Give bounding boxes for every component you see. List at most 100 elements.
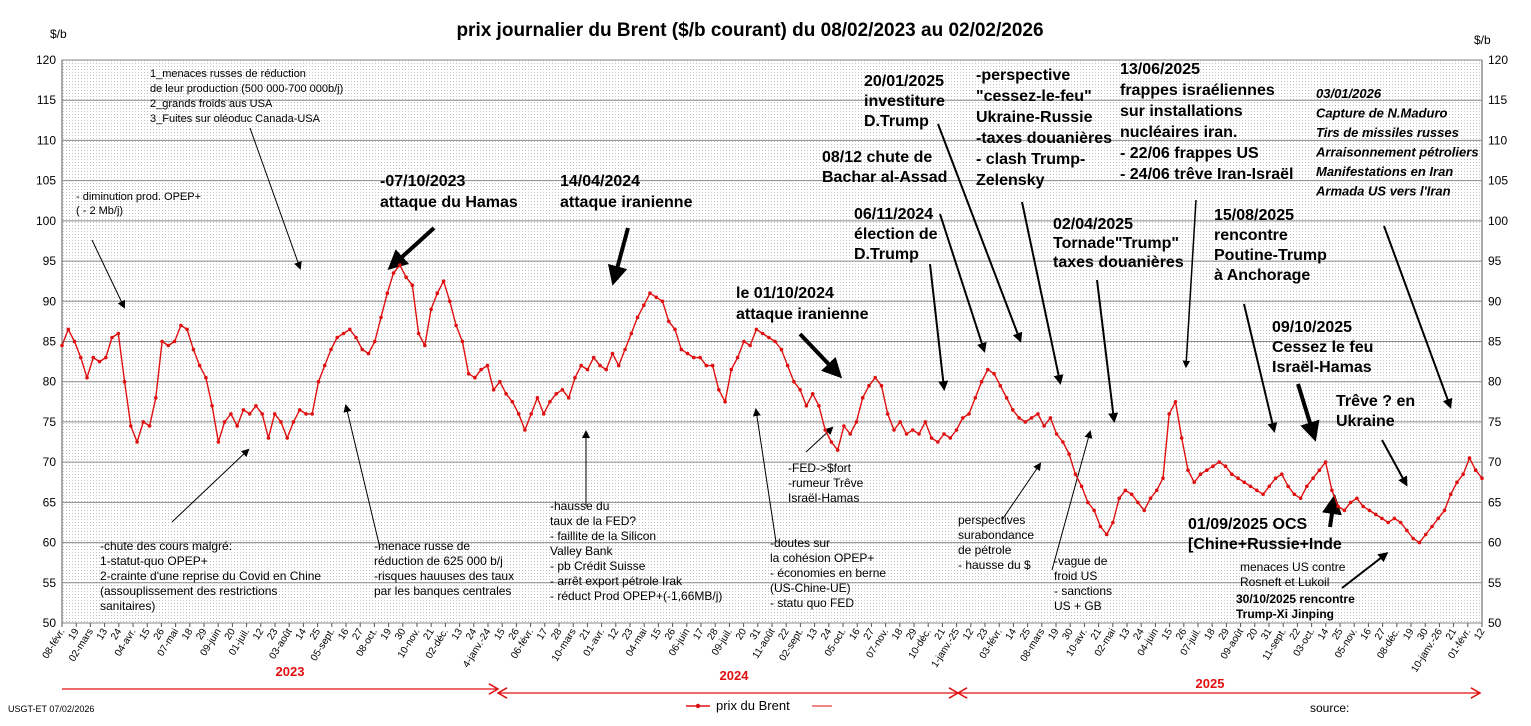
year-bar: 2023 2024 2025 [62, 664, 1480, 693]
data-point [179, 323, 183, 328]
data-point [410, 283, 415, 288]
data-point [973, 396, 978, 400]
annotation-a24-line: - hausse du $ [958, 558, 1031, 572]
data-point [879, 383, 884, 388]
y-tick-right-105: 105 [1488, 174, 1508, 188]
annotation-a12-line: 15/08/2025 [1214, 207, 1294, 224]
x-tick-label: 19 [1046, 626, 1061, 642]
annotation-a21-line: - faillite de la Silicon [550, 529, 656, 543]
data-point [60, 343, 64, 348]
data-point [810, 392, 815, 396]
data-point [660, 299, 665, 304]
y-tick-left-70: 70 [43, 455, 57, 469]
annotation-a3-line: attaque du Hamas [380, 194, 518, 211]
annotation-a1-line: de leur production (500 000-700 000b/j) [150, 83, 343, 95]
data-point [936, 440, 940, 444]
annotation-a5-line: attaque iranienne [736, 306, 869, 323]
annotation-a13-line: Manifestations en Iran [1316, 164, 1453, 179]
data-point [948, 436, 953, 440]
annotation-a5-line: le 01/10/2024 [736, 285, 834, 302]
data-point [1073, 472, 1078, 477]
annotation-a17-line: Rosneft et Lukoil [1240, 575, 1329, 589]
annotation-a6-line: investiture [864, 93, 945, 110]
data-point [216, 440, 221, 444]
data-point [279, 420, 283, 424]
x-tick-label: 15 [649, 626, 664, 642]
annotation-a13-line: Capture de N.Maduro [1316, 106, 1448, 121]
annotation-arrow [805, 426, 834, 453]
data-point [735, 355, 740, 360]
data-point [204, 375, 208, 380]
annotation-arrow [1051, 430, 1093, 571]
y-axis-unit-right: $/b [1474, 33, 1491, 47]
data-point [1255, 488, 1259, 493]
data-point [667, 319, 671, 324]
data-point [291, 420, 296, 424]
x-tick-label: 19 [379, 626, 394, 642]
annotation-a11-line: taxes douanières [1053, 254, 1184, 271]
x-tick-label: 14 [1004, 626, 1019, 642]
data-point [1148, 496, 1153, 501]
data-point [473, 375, 477, 380]
series-brent [60, 263, 1484, 545]
data-point [348, 327, 352, 332]
annotation-a23-line: Israël-Hamas [788, 491, 859, 505]
data-point [516, 412, 521, 416]
data-point [1273, 476, 1278, 481]
annotation-a4-line: 14/04/2024 [560, 173, 640, 190]
annotation-a22-line: - économies en berne [770, 566, 886, 580]
data-point [1361, 504, 1365, 509]
data-point [1398, 520, 1403, 525]
data-point [1467, 456, 1472, 460]
chart-title: prix journalier du Brent ($/b courant) d… [456, 20, 1043, 41]
data-point [1142, 508, 1146, 513]
data-point [466, 371, 471, 376]
data-point [1417, 540, 1422, 545]
data-point [341, 331, 346, 336]
y-tick-left-110: 110 [37, 133, 56, 147]
data-point [1098, 524, 1103, 529]
data-point [1129, 492, 1134, 497]
data-point [247, 412, 252, 416]
annotation-arrow [939, 213, 987, 353]
y-tick-left-100: 100 [36, 214, 56, 228]
x-tick-label: 17 [691, 626, 706, 642]
annotation-a1-line: 2_grands froids aus USA [150, 98, 273, 110]
data-point [1317, 468, 1322, 473]
data-point [191, 347, 196, 352]
annotation-a1-line: 3_Fuites sur oléoduc Canada-USA [150, 113, 321, 125]
data-point [829, 440, 834, 444]
data-point [91, 355, 96, 360]
annotation-a8-line: D.Trump [854, 246, 919, 263]
data-point [1117, 496, 1121, 501]
data-point [429, 307, 433, 312]
data-point [316, 379, 321, 384]
data-point [942, 432, 946, 436]
data-point [448, 299, 452, 304]
annotation-arrow [91, 239, 126, 309]
data-point [954, 428, 959, 432]
annotation-a4-line: attaque iranienne [560, 194, 693, 211]
data-point [197, 363, 202, 368]
data-point [1023, 420, 1028, 424]
data-point [504, 392, 508, 396]
x-tick-label: 16 [1359, 626, 1374, 642]
annotation-a2-line: ( - 2 Mb/j) [76, 205, 123, 217]
x-tick-label: 16 [336, 626, 351, 642]
y-tick-left-95: 95 [43, 254, 57, 268]
data-point [160, 339, 164, 344]
data-point [1011, 408, 1015, 412]
data-point [692, 355, 696, 360]
data-point [904, 432, 909, 436]
data-point [992, 371, 996, 376]
annotation-arrows [91, 123, 1453, 589]
y-tick-left-65: 65 [43, 495, 57, 509]
data-point [66, 327, 71, 332]
data-point [441, 279, 446, 284]
y-tick-left-80: 80 [43, 375, 57, 389]
footer-left: USGT-ET 07/02/2026 [8, 704, 94, 714]
data-point [1242, 480, 1247, 485]
annotation-arrow [937, 123, 1023, 343]
data-point [460, 339, 465, 344]
data-point [1430, 524, 1434, 529]
